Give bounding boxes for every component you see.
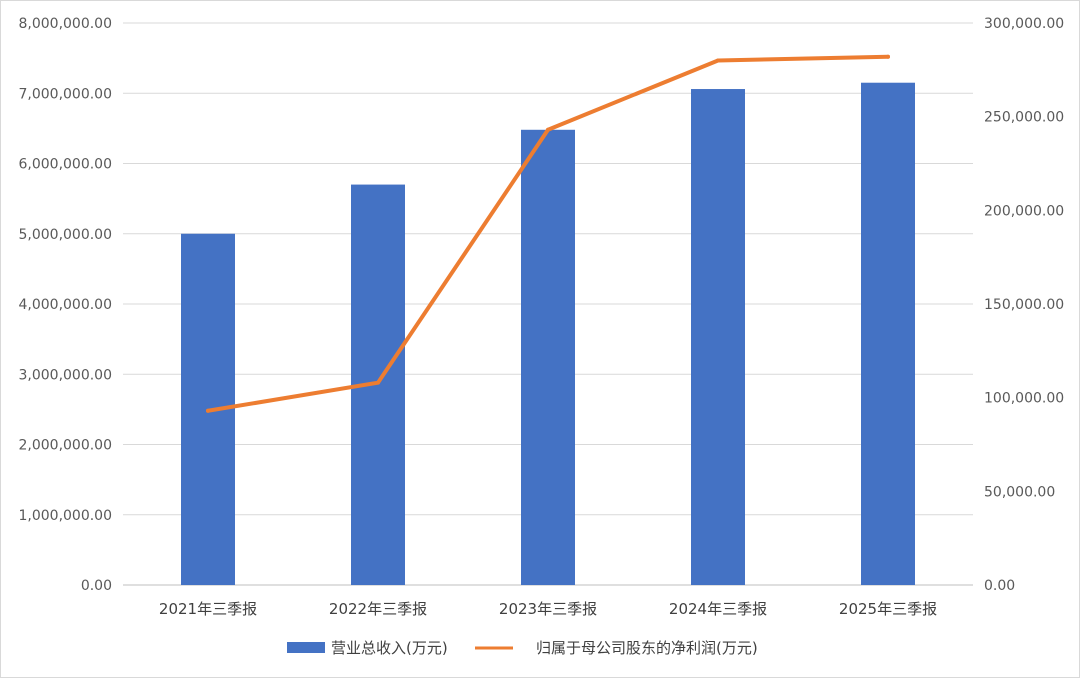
legend-line-label: 归属于母公司股东的净利润(万元) xyxy=(536,639,758,657)
line-series xyxy=(206,54,890,413)
left-tick-label: 7,000,000.00 xyxy=(18,86,112,102)
left-tick-label: 1,000,000.00 xyxy=(18,508,112,524)
line-point xyxy=(886,54,890,59)
left-tick-label: 0.00 xyxy=(81,578,112,594)
legend: 营业总收入(万元) 归属于母公司股东的净利润(万元) xyxy=(287,639,758,657)
line-point xyxy=(546,127,550,132)
category-label: 2021年三季报 xyxy=(159,600,257,618)
category-axis-labels: 2021年三季报 2022年三季报 2023年三季报 2024年三季报 2025年三季报 xyxy=(159,600,937,618)
left-tick-label: 6,000,000.00 xyxy=(18,157,112,173)
right-tick-label: 300,000.00 xyxy=(984,16,1064,32)
left-tick-label: 2,000,000.00 xyxy=(18,438,112,454)
right-axis-ticks: 0.00 50,000.00 100,000.00 150,000.00 200,000… xyxy=(984,16,1064,594)
left-tick-label: 3,000,000.00 xyxy=(18,367,112,383)
left-tick-label: 5,000,000.00 xyxy=(18,227,112,243)
left-tick-label: 8,000,000.00 xyxy=(18,16,112,32)
bar xyxy=(691,89,745,585)
category-label: 2023年三季报 xyxy=(499,600,597,618)
right-tick-label: 250,000.00 xyxy=(984,110,1064,126)
right-tick-label: 200,000.00 xyxy=(984,203,1064,219)
line-point xyxy=(716,58,720,63)
right-tick-label: 50,000.00 xyxy=(984,484,1055,500)
left-axis-ticks: 0.00 1,000,000.00 2,000,000.00 3,000,000.00… xyxy=(18,16,112,594)
legend-bar-swatch xyxy=(287,642,325,653)
right-tick-label: 100,000.00 xyxy=(984,391,1064,407)
category-label: 2025年三季报 xyxy=(839,600,937,618)
line-point xyxy=(206,408,210,413)
bar xyxy=(521,129,575,585)
legend-bar-label: 营业总收入(万元) xyxy=(331,639,448,657)
right-tick-label: 150,000.00 xyxy=(984,297,1064,313)
category-label: 2024年三季报 xyxy=(669,600,767,618)
bar-series xyxy=(181,82,915,586)
left-tick-label: 4,000,000.00 xyxy=(18,297,112,313)
line-point xyxy=(376,380,380,385)
right-tick-label: 0.00 xyxy=(984,578,1015,594)
bar xyxy=(861,82,915,586)
category-label: 2022年三季报 xyxy=(329,600,427,618)
